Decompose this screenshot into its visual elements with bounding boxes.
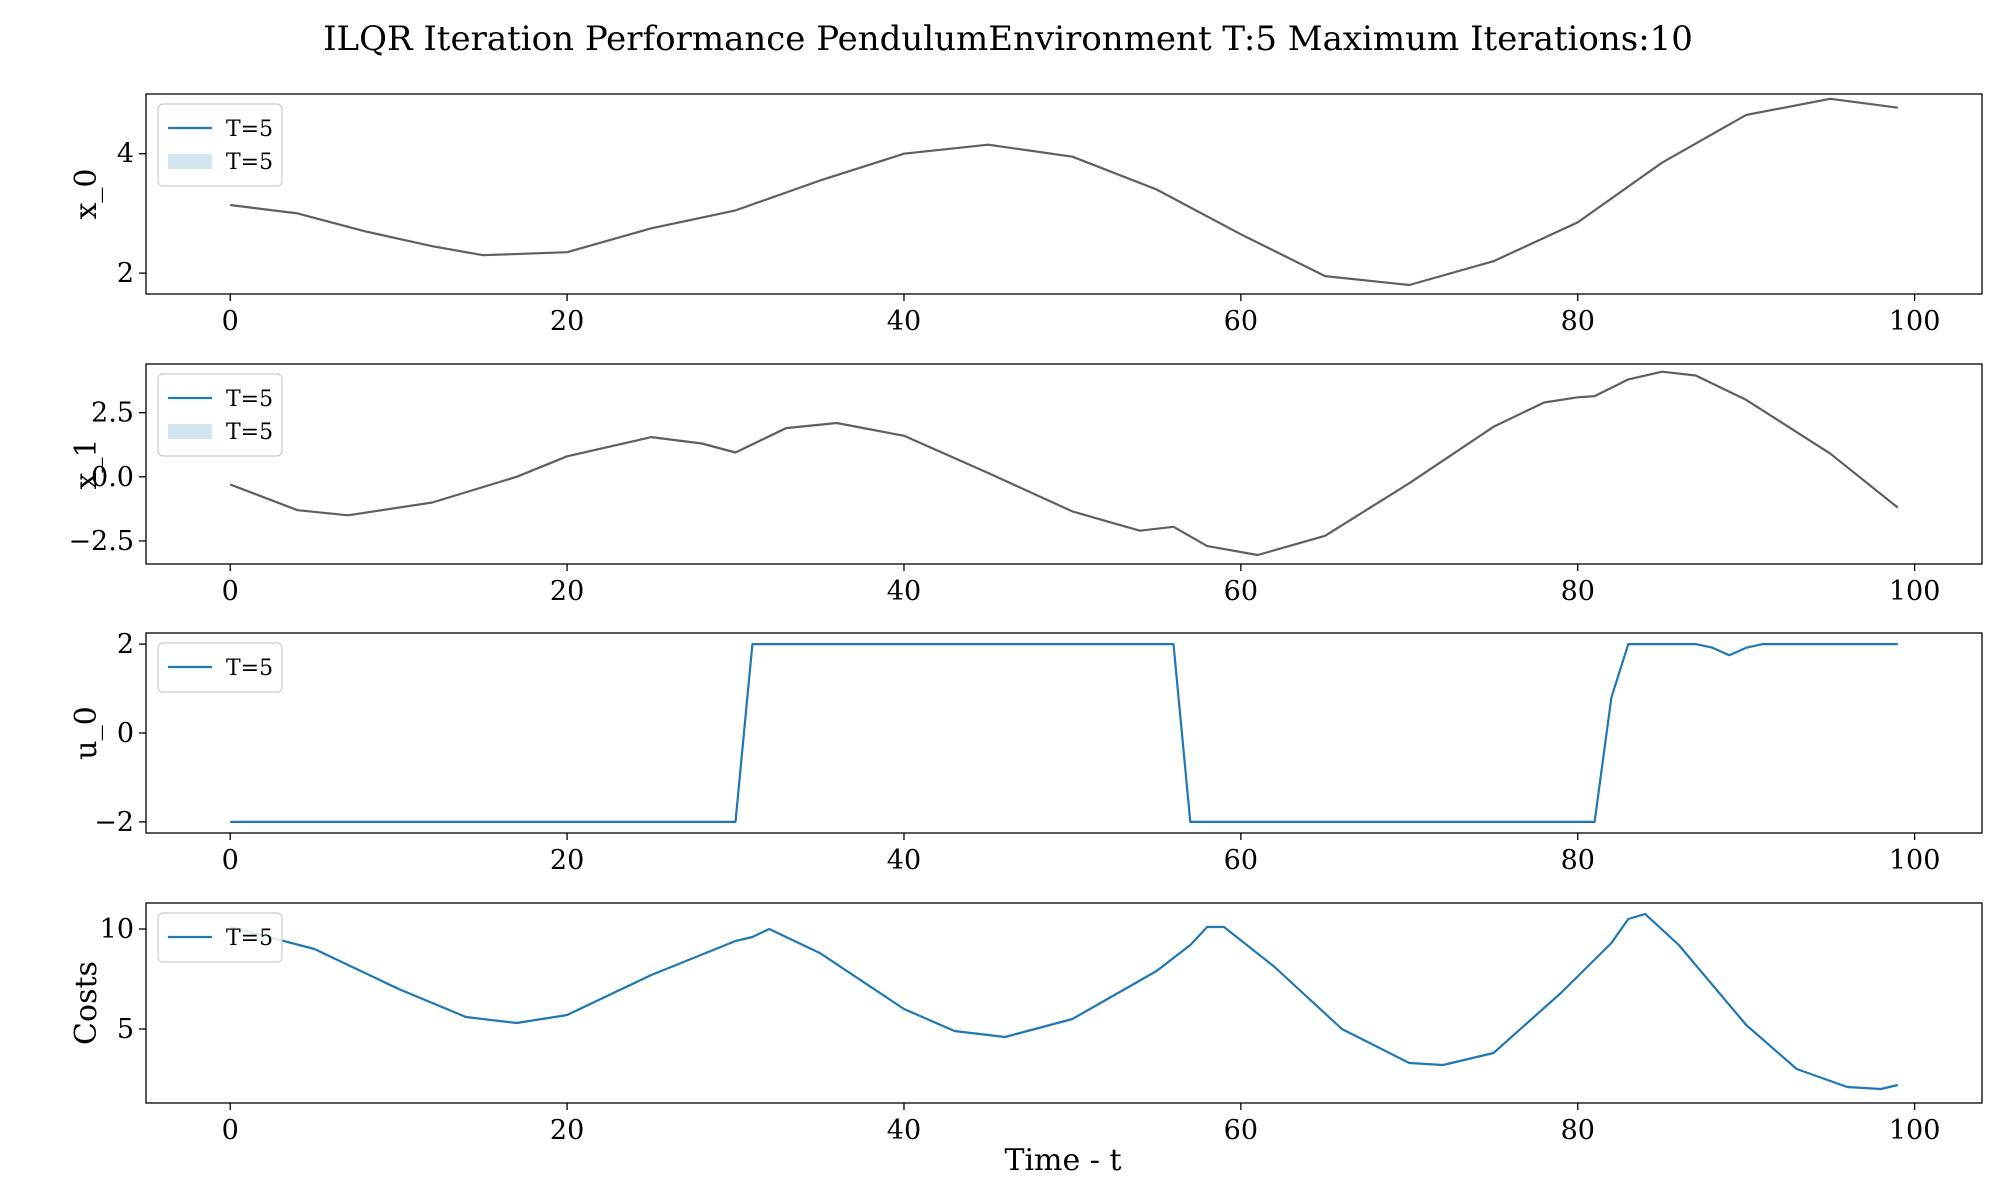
y-tick-label: 2: [117, 629, 134, 660]
legend-label: T=5: [226, 926, 273, 951]
y-tick-label: 10: [100, 914, 134, 945]
x-axis-label: Time - t: [1004, 1143, 1121, 1178]
y-axis-label: u_0: [69, 706, 104, 759]
chart-title: ILQR Iteration Performance PendulumEnvir…: [323, 19, 1693, 59]
x-tick-label: 0: [222, 845, 239, 876]
y-tick-label: 0.0: [91, 462, 134, 493]
x-tick-label: 60: [1224, 1115, 1258, 1146]
axes-frame-4: [145, 902, 1983, 1104]
legend-label: T=5: [226, 387, 273, 412]
x-tick-label: 20: [550, 576, 584, 607]
legend-box: [157, 373, 283, 457]
legend-label: T=5: [226, 150, 273, 175]
x-tick-label: 100: [1889, 306, 1941, 337]
legend-label: T=5: [226, 420, 273, 445]
y-tick-label: 2: [117, 258, 134, 289]
y-tick-label: 2.5: [91, 398, 134, 429]
x-tick-label: 20: [550, 845, 584, 876]
subplot-4: 0 20 40 60 80 100 5 10 Costs T=5: [69, 902, 1983, 1146]
x-tick-label: 80: [1561, 845, 1595, 876]
legend: T=5T=5: [157, 103, 283, 187]
legend-band-swatch: [168, 154, 212, 169]
series-line-4-1: [229, 912, 1899, 1091]
x-tick-label: 20: [550, 1115, 584, 1146]
legend-box: [157, 912, 283, 963]
x-tick-label: 60: [1224, 306, 1258, 337]
x-tick-label: 100: [1889, 576, 1941, 607]
x-tick-label: 100: [1889, 1115, 1941, 1146]
y-axis-label: x_1: [69, 438, 104, 489]
legend-label: T=5: [226, 117, 273, 142]
x-tick-label: 80: [1561, 306, 1595, 337]
x-tick-label: 0: [222, 1115, 239, 1146]
y-tick-label: 5: [117, 1014, 134, 1045]
series-line-2-1: [229, 370, 1899, 557]
y-tick-label: −2.5: [68, 526, 134, 557]
y-tick-label: 0: [117, 718, 134, 749]
legend-band-swatch: [168, 424, 212, 439]
series-line-1-1: [230, 97, 1898, 287]
legend: T=5: [157, 912, 283, 963]
x-tick-label: 20: [550, 306, 584, 337]
subplot-2: 0 20 40 60 80 100−2.50.02.5x_1T=5T=5: [68, 363, 1983, 607]
x-tick-label: 40: [887, 1115, 921, 1146]
axes-frame-1: [145, 93, 1983, 295]
x-tick-label: 40: [887, 306, 921, 337]
x-tick-label: 40: [887, 845, 921, 876]
y-axis-label: x_0: [69, 168, 104, 219]
x-tick-label: 0: [222, 306, 239, 337]
y-axis-label: Costs: [69, 961, 104, 1045]
legend-label: T=5: [226, 656, 273, 681]
x-tick-label: 80: [1561, 576, 1595, 607]
y-tick-label: −2: [94, 807, 134, 838]
axes-frame-2: [145, 363, 1983, 565]
x-tick-label: 100: [1889, 845, 1941, 876]
x-tick-label: 40: [887, 576, 921, 607]
legend: T=5: [157, 642, 283, 693]
legend-box: [157, 103, 283, 187]
subplot-3: 0 20 40 60 80 100 −2 0 2 u_0 T=5: [69, 629, 1983, 876]
series-line-3-1: [230, 643, 1898, 823]
legend-box: [157, 642, 283, 693]
x-tick-label: 0: [222, 576, 239, 607]
x-tick-label: 60: [1224, 576, 1258, 607]
legend: T=5T=5: [157, 373, 283, 457]
x-tick-label: 60: [1224, 845, 1258, 876]
y-tick-label: 4: [117, 139, 134, 170]
x-tick-label: 80: [1561, 1115, 1595, 1146]
